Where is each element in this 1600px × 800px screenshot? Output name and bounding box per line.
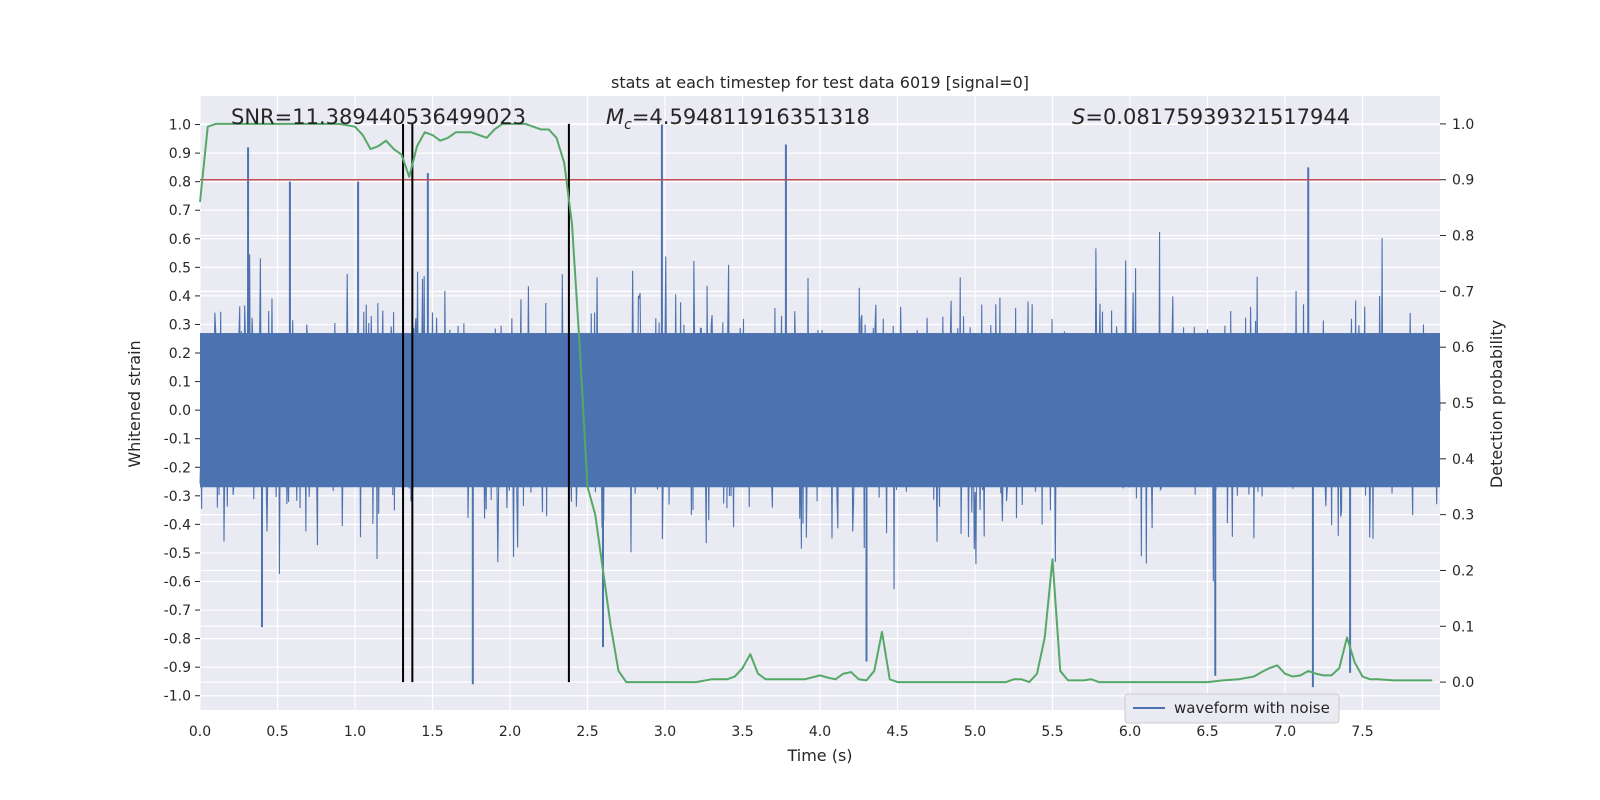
x-tick-label: 4.0 [809, 724, 831, 740]
y-tick-label: -0.2 [164, 460, 191, 476]
y-tick-label: 0.0 [169, 403, 191, 419]
s-symbol: S [1072, 105, 1085, 129]
y-tick-label: -0.9 [164, 660, 191, 676]
x-axis-label: Time (s) [786, 746, 852, 765]
y-tick-labels: 1.0 0.9 0.8 0.7 0.6 0.5 0.4 0.3 0.2 0.1 0.0 -0.1 -0.… [164, 118, 200, 705]
chirp-mass-symbol: M [606, 105, 624, 129]
chirp-mass-value: =4.594811916351318 [632, 105, 870, 129]
y-tick-label: -0.5 [164, 546, 191, 562]
s-annotation: S=0.08175939321517944 [1072, 105, 1350, 129]
chart-title: stats at each timestep for test data 601… [611, 73, 1029, 92]
y-tick-label: 0.2 [169, 346, 191, 362]
y-tick-label: 0.7 [169, 203, 191, 219]
y-tick-label: 0.4 [169, 289, 191, 305]
y-tick-label: 0.6 [169, 232, 191, 248]
noise-core-band [200, 333, 1440, 488]
y-tick-label: 0.9 [169, 146, 191, 162]
y2-tick-label: 0.1 [1452, 619, 1474, 635]
y-tick-label: -1.0 [164, 689, 191, 705]
y2-tick-labels: 1.0 0.9 0.8 0.7 0.6 0.5 0.4 0.3 0.2 0.1 0.0 [1440, 117, 1474, 691]
y2-tick-label: 0.9 [1452, 173, 1474, 189]
y-tick-label: 0.3 [169, 317, 191, 333]
y2-tick-label: 0.0 [1452, 675, 1474, 691]
y-tick-label: -0.4 [164, 517, 191, 533]
y2-tick-label: 0.8 [1452, 229, 1474, 245]
x-tick-label: 3.5 [731, 724, 753, 740]
x-tick-label: 0.0 [189, 724, 211, 740]
y-tick-label: -0.8 [164, 632, 191, 648]
x-tick-label: 3.0 [654, 724, 676, 740]
legend-label-waveform: waveform with noise [1174, 699, 1330, 717]
x-tick-label: 1.0 [344, 724, 366, 740]
s-value: =0.08175939321517944 [1085, 105, 1350, 129]
y2-tick-label: 0.3 [1452, 508, 1474, 524]
y-axis-label: Whitened strain [125, 340, 144, 467]
y2-tick-label: 0.2 [1452, 563, 1474, 579]
x-tick-label: 7.5 [1351, 724, 1373, 740]
y-tick-label: -0.6 [164, 574, 191, 590]
x-tick-label: 6.5 [1196, 724, 1218, 740]
noise-series-waveform-with-noise [199, 124, 1441, 688]
y-tick-label: -0.7 [164, 603, 191, 619]
x-tick-label: 0.5 [266, 724, 288, 740]
y2-axis-label: Detection probability [1487, 320, 1506, 488]
x-tick-labels: 0.0 0.5 1.0 1.5 2.0 2.5 3.0 3.5 4.0 4.5 5.0 5.5 6.0 6… [189, 724, 1374, 740]
y-tick-label: 0.1 [169, 375, 191, 391]
x-tick-label: 4.5 [886, 724, 908, 740]
chirp-mass-annotation: Mc=4.594811916351318 [606, 105, 870, 133]
y-tick-label: -0.3 [164, 489, 191, 505]
detection-probability-line [199, 122, 1433, 684]
vertical-marker-lines [402, 123, 570, 683]
y2-tick-label: 0.4 [1452, 452, 1474, 468]
x-tick-label: 6.0 [1119, 724, 1141, 740]
legend: waveform with noise [1124, 693, 1340, 724]
y2-tick-label: 0.7 [1452, 284, 1474, 300]
chirp-mass-subscript: c [624, 117, 632, 133]
y-tick-label: -0.1 [164, 432, 191, 448]
y2-tick-label: 0.6 [1452, 340, 1474, 356]
x-tick-label: 5.0 [964, 724, 986, 740]
x-tick-label: 5.5 [1041, 724, 1063, 740]
y-tick-label: 0.5 [169, 260, 191, 276]
y2-tick-label: 1.0 [1452, 117, 1474, 133]
y2-tick-label: 0.5 [1452, 396, 1474, 412]
y-tick-label: 0.8 [169, 175, 191, 191]
x-tick-label: 2.5 [576, 724, 598, 740]
x-tick-label: 2.0 [499, 724, 521, 740]
x-tick-label: 7.0 [1274, 724, 1296, 740]
x-tick-label: 1.5 [421, 724, 443, 740]
legend-box [1124, 693, 1340, 724]
snr-annotation: SNR=11.389440536499023 [231, 105, 526, 129]
y-tick-label: 1.0 [169, 118, 191, 134]
